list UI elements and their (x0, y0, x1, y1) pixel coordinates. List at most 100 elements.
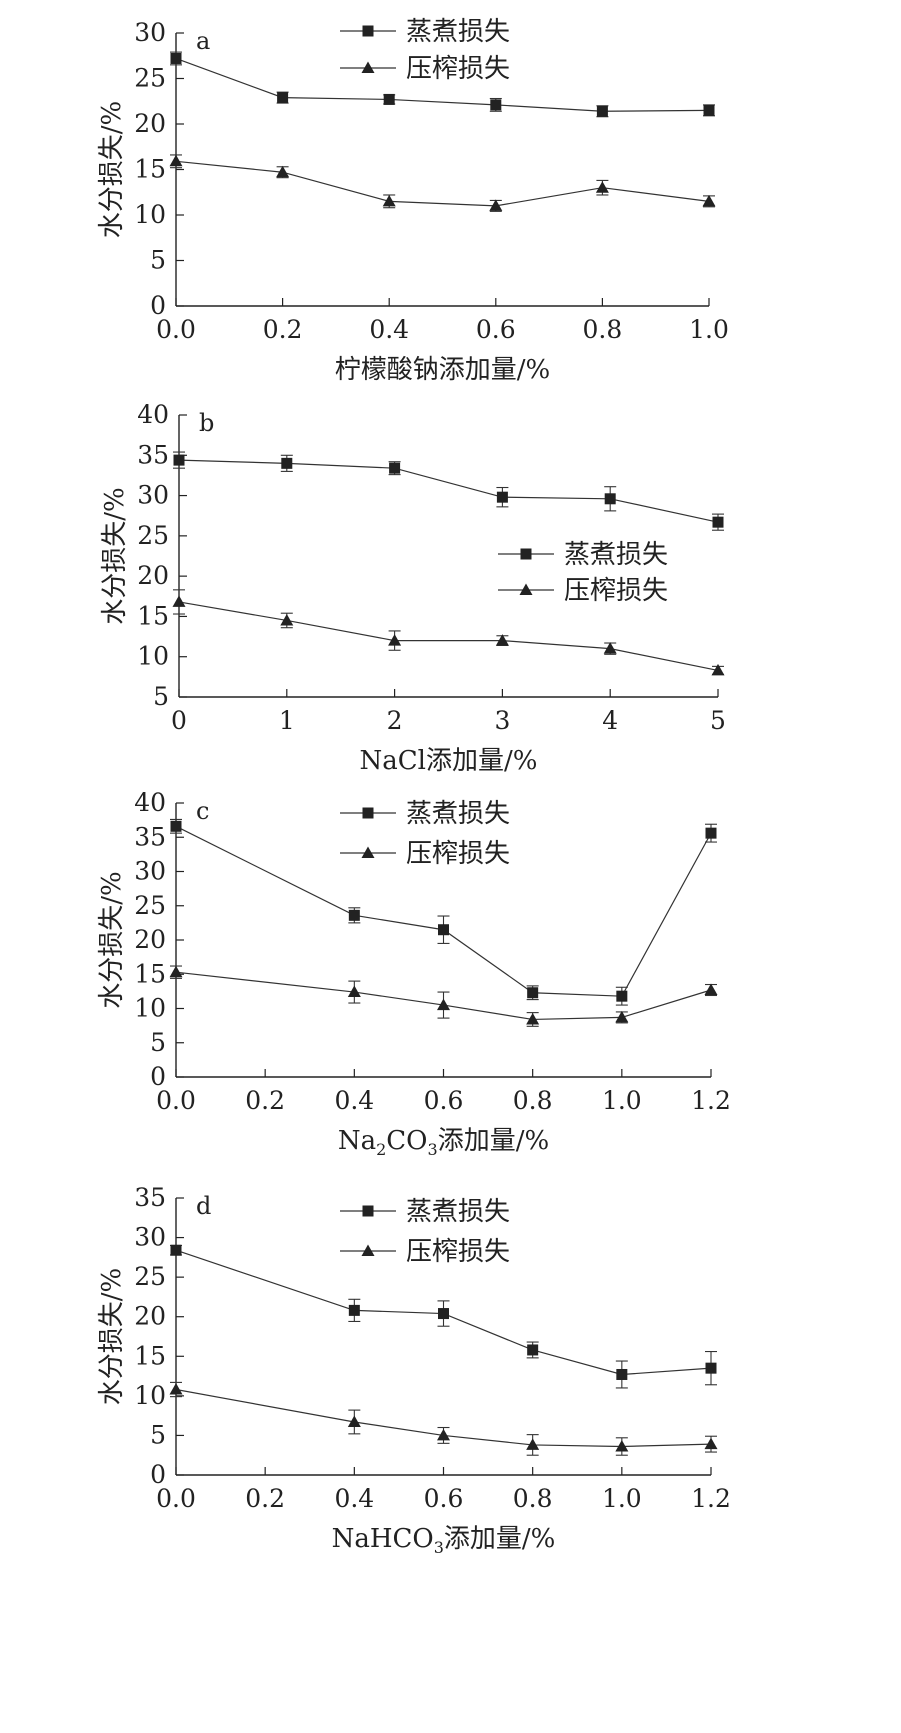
y-axis-title: 水分损失/% (100, 487, 130, 624)
panel-label: a (196, 27, 210, 55)
legend-label: 压榨损失 (406, 839, 510, 869)
x-tick-label: 1.0 (602, 1086, 642, 1115)
data-point (173, 454, 185, 466)
y-tick-label: 15 (134, 959, 166, 988)
series-line (175, 971, 712, 1021)
data-point (490, 99, 502, 111)
data-point (169, 154, 183, 167)
y-tick-label: 20 (134, 109, 166, 138)
x-tick-label: 3 (494, 706, 510, 735)
y-tick-label: 35 (137, 440, 169, 469)
x-axis-title-part: NaHCO (332, 1524, 434, 1554)
data-point (382, 194, 396, 207)
y-tick-label: 0 (150, 1460, 166, 1489)
legend-label: 蒸煮损失 (406, 17, 510, 47)
x-tick-label: 0.4 (334, 1484, 374, 1513)
series-pressing-loss (169, 1381, 718, 1456)
data-point (172, 595, 186, 607)
data-point (438, 1308, 449, 1320)
series-pressing-loss (172, 589, 725, 676)
series-pressing-loss (169, 965, 718, 1027)
data-point (169, 965, 183, 978)
y-tick-label: 30 (134, 18, 166, 47)
data-point (615, 1010, 629, 1023)
x-tick-label: 0.0 (156, 1086, 196, 1115)
legend-marker (361, 1244, 375, 1256)
y-tick-label: 5 (150, 246, 166, 275)
series-cooking-loss (170, 818, 717, 1006)
y-tick-label: 30 (134, 857, 166, 886)
x-tick-label: 0.0 (156, 1484, 196, 1513)
y-tick-label: 25 (137, 521, 169, 550)
data-point (703, 104, 715, 116)
series-line (178, 601, 719, 671)
series-line (175, 1388, 712, 1448)
data-point (347, 985, 361, 998)
y-tick-label: 25 (134, 1262, 166, 1291)
chart-panel-c: 0 5 10 15 20 25 30 35 40 0.0 0.2 0.4 0.6 0.8 1.0 1.2 c 水分… (97, 788, 731, 1159)
y-tick-label: 10 (134, 200, 166, 229)
series-line (175, 825, 712, 997)
data-point (712, 516, 724, 528)
data-point (489, 199, 503, 211)
data-point (705, 827, 717, 839)
legend-marker (362, 25, 374, 37)
data-point (389, 462, 401, 474)
y-tick-label: 15 (137, 601, 169, 630)
x-tick-label: 0.6 (424, 1086, 464, 1115)
data-point (169, 1383, 183, 1395)
y-tick-label: 30 (134, 1223, 166, 1252)
y-axis-title: 水分损失/% (97, 1268, 127, 1405)
chart-panel-b: 5 10 15 20 25 30 35 40 0 1 2 3 4 5 b 水分损失/% NaCl添加量/% 蒸煮损… (100, 400, 726, 776)
x-tick-label: 0.8 (513, 1086, 553, 1115)
data-point (603, 642, 617, 654)
legend-label: 蒸煮损失 (406, 1197, 510, 1227)
legend-marker (362, 1205, 374, 1217)
y-tick-label: 15 (134, 1341, 166, 1370)
x-axis-title: 柠檬酸钠添加量/% (335, 355, 550, 385)
data-point (280, 613, 294, 626)
data-point (595, 181, 609, 193)
data-point (705, 1362, 717, 1374)
x-axis-title-subscript: 3 (434, 1538, 444, 1557)
data-point (276, 165, 290, 178)
x-tick-label: 1.0 (689, 315, 729, 344)
x-tick-label: 1 (279, 706, 295, 735)
series-pressing-loss (169, 154, 716, 212)
data-point (281, 457, 293, 469)
legend-marker (520, 548, 532, 560)
y-tick-label: 20 (134, 1302, 166, 1331)
y-tick-label: 5 (153, 682, 169, 711)
y-tick-label: 0 (150, 291, 166, 320)
x-tick-label: 2 (387, 706, 403, 735)
chart-panel-a: 0 5 10 15 20 25 30 0.0 0.2 0.4 0.6 0.8 1.0 a 水分损失/% 柠檬酸… (97, 17, 729, 385)
data-point (388, 634, 402, 646)
data-point (702, 194, 716, 207)
legend-marker (362, 807, 374, 819)
panel-label: c (196, 797, 209, 825)
data-point (437, 1428, 450, 1441)
x-tick-label: 0.8 (513, 1484, 553, 1513)
data-point (704, 1437, 718, 1450)
x-tick-label: 1.0 (602, 1484, 642, 1513)
series-line (175, 1249, 712, 1376)
x-tick-label: 0.6 (424, 1484, 464, 1513)
series-cooking-loss (173, 451, 724, 531)
series-cooking-loss (170, 51, 715, 118)
data-point (347, 1415, 361, 1427)
data-point (170, 52, 182, 64)
legend-label: 压榨损失 (406, 1237, 510, 1267)
panel-label: d (196, 1192, 211, 1220)
x-tick-label: 0.6 (476, 315, 516, 344)
data-point (526, 1438, 540, 1450)
y-tick-label: 40 (137, 400, 169, 429)
data-point (170, 1244, 182, 1256)
data-point (616, 1368, 628, 1380)
x-axis-title: Na2CO3添加量/% (338, 1126, 549, 1159)
series-line (175, 160, 710, 207)
x-axis-title-part: Na (338, 1126, 376, 1156)
